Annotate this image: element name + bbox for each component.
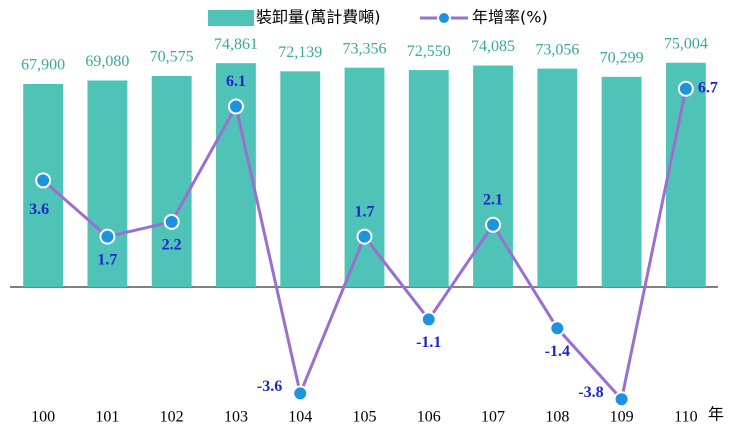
x-tick-label: 109 <box>610 409 634 426</box>
legend-marker <box>437 11 451 25</box>
line-value-label: -1.1 <box>416 334 441 351</box>
line-value-label: -1.4 <box>545 343 570 360</box>
line-value-label: 6.7 <box>698 79 718 96</box>
bar-value-label: 74,861 <box>214 36 258 53</box>
bar-value-label: 74,085 <box>471 38 515 55</box>
x-tick-label: 107 <box>481 409 505 426</box>
line-value-label: 1.7 <box>97 251 117 268</box>
line-value-label: 3.6 <box>29 201 49 218</box>
x-tick-label: 103 <box>224 409 248 426</box>
bar-value-label: 69,080 <box>85 53 129 70</box>
line-marker <box>549 320 566 337</box>
bar-value-label: 67,900 <box>21 57 65 74</box>
bar <box>665 62 706 287</box>
x-tick-label: 105 <box>353 409 377 426</box>
bar-value-label: 70,299 <box>600 50 644 67</box>
line-marker <box>356 228 373 245</box>
x-tick-label: 102 <box>160 409 184 426</box>
legend-swatch <box>208 10 254 26</box>
bar <box>408 70 449 287</box>
line-value-label: 2.2 <box>162 237 182 254</box>
bar <box>344 67 385 287</box>
line-marker <box>677 80 694 97</box>
legend: 裝卸量(萬計費噸) 年增率(%) <box>208 8 548 27</box>
bar-value-label: 73,056 <box>535 41 579 58</box>
bar <box>151 76 192 287</box>
x-axis-label: 年 <box>708 406 724 424</box>
line-marker <box>613 391 630 408</box>
bar <box>537 68 578 287</box>
line-value-label: -3.8 <box>578 384 603 401</box>
bar <box>473 65 513 287</box>
line-value-label: 6.1 <box>226 73 246 90</box>
x-tick-label: 100 <box>31 409 55 426</box>
line-marker <box>35 172 52 189</box>
line-value-label: 2.1 <box>483 191 503 208</box>
bar-value-label: 73,356 <box>343 40 387 57</box>
bar-value-label: 75,004 <box>664 35 708 52</box>
legend-label: 裝卸量(萬計費噸) <box>256 8 381 27</box>
bar <box>280 71 321 287</box>
bar-value-label: 70,575 <box>150 49 194 66</box>
x-tick-label: 108 <box>545 409 569 426</box>
bar <box>601 76 642 287</box>
bar-value-label: 72,550 <box>407 43 451 60</box>
line-value-label: -3.6 <box>257 378 282 395</box>
line-marker <box>227 98 244 115</box>
x-tick-label: 110 <box>674 409 697 426</box>
bar <box>87 80 128 287</box>
x-tick-label: 101 <box>95 409 119 426</box>
line-value-label: 1.7 <box>355 203 375 220</box>
line-marker <box>485 216 502 233</box>
line-marker <box>163 213 180 230</box>
x-tick-label: 104 <box>288 409 312 426</box>
x-tick-label: 106 <box>417 409 441 426</box>
line-marker <box>292 385 309 402</box>
bar-value-label: 72,139 <box>278 44 322 61</box>
line-marker <box>99 228 116 245</box>
legend-label: 年增率(%) <box>472 8 548 27</box>
line-marker <box>420 311 437 328</box>
